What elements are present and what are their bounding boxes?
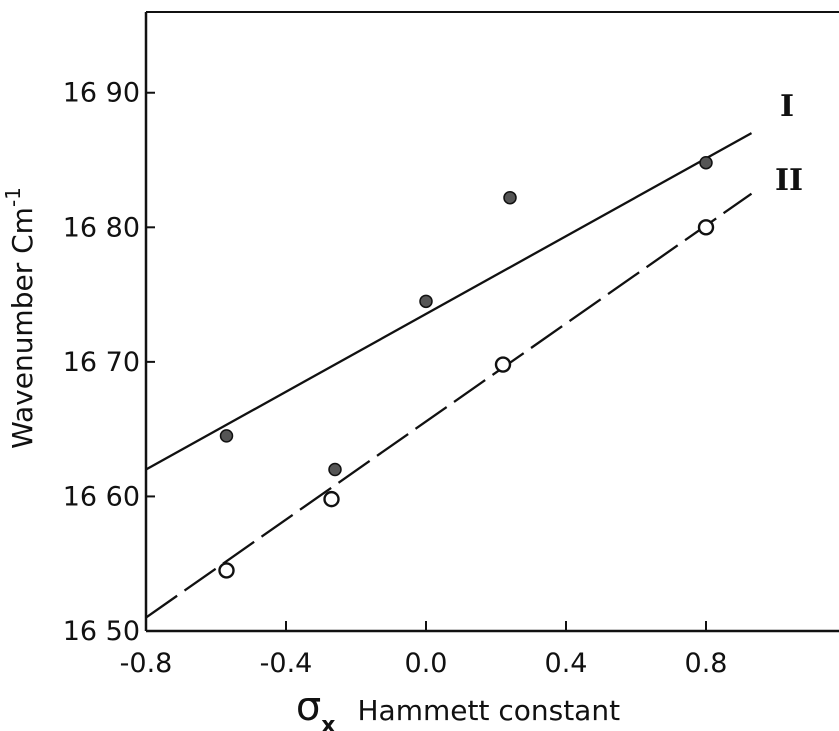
point-series-II bbox=[494, 356, 512, 373]
y-axis-title: Wavenumber Cm-1 bbox=[1, 187, 39, 449]
x-tick-label: 0.8 bbox=[685, 648, 728, 679]
point-series-I bbox=[699, 155, 713, 170]
y-tick-label: 16 60 bbox=[63, 481, 140, 512]
series-label-I: I bbox=[780, 89, 794, 124]
data-points bbox=[218, 155, 715, 579]
x-tick-label: -0.4 bbox=[260, 648, 313, 679]
point-series-II bbox=[323, 490, 340, 508]
y-tick-label: 16 90 bbox=[63, 78, 140, 109]
x-tick-label: 0.4 bbox=[545, 648, 588, 679]
x-axis-title: σx Hammett constant bbox=[296, 684, 620, 731]
point-series-I bbox=[419, 294, 433, 309]
y-axis-label: Wavenumber Cm bbox=[6, 207, 39, 449]
point-series-II bbox=[218, 562, 235, 579]
point-series-I bbox=[219, 429, 234, 443]
x-axis-symbol: σ bbox=[296, 684, 321, 730]
y-tick-label: 16 80 bbox=[63, 212, 140, 243]
x-tick-label: -0.8 bbox=[120, 648, 173, 679]
x-axis-ticks: -0.8 -0.4 0.0 0.4 0.8 bbox=[120, 621, 728, 679]
x-axis-label: Hammett constant bbox=[357, 694, 620, 727]
fit-lines bbox=[145, 132, 753, 619]
series-label-II: II bbox=[775, 163, 803, 198]
y-axis-superscript: -1 bbox=[1, 187, 25, 207]
fit-line-series-I bbox=[145, 132, 753, 471]
point-series-I bbox=[328, 462, 342, 477]
y-tick-label: 16 70 bbox=[63, 347, 140, 378]
series-labels: III bbox=[775, 89, 803, 198]
y-tick-label: 16 50 bbox=[63, 616, 140, 647]
x-tick-label: 0.0 bbox=[405, 648, 448, 679]
point-series-II bbox=[697, 219, 715, 236]
y-axis-ticks: 16 50 16 60 16 70 16 80 16 90 bbox=[63, 78, 155, 647]
plot-frame bbox=[144, 11, 839, 633]
x-axis-subscript: x bbox=[321, 713, 335, 731]
point-series-I bbox=[503, 190, 517, 205]
fit-line-series-II bbox=[145, 192, 753, 619]
